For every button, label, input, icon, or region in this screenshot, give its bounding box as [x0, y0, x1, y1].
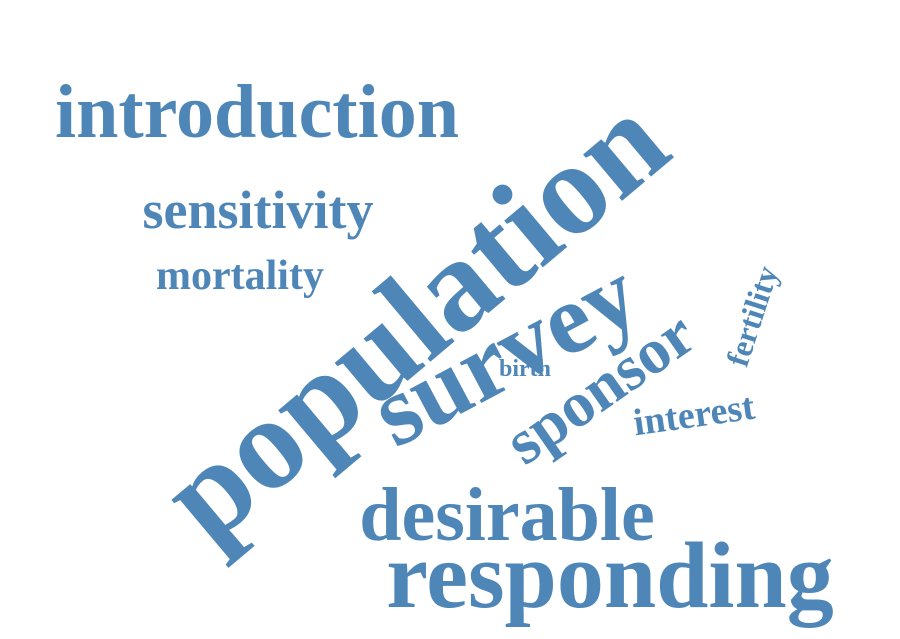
- word-sensitivity: sensitivity: [142, 180, 374, 240]
- word-desirable: desirable: [359, 473, 655, 557]
- word-interest: interest: [630, 385, 758, 445]
- word-introduction: introduction: [54, 70, 460, 154]
- word-fertility: fertility: [718, 261, 786, 371]
- word-birth: birth: [498, 356, 552, 382]
- word-mortality: mortality: [156, 253, 324, 299]
- word-responding: responding: [386, 524, 834, 628]
